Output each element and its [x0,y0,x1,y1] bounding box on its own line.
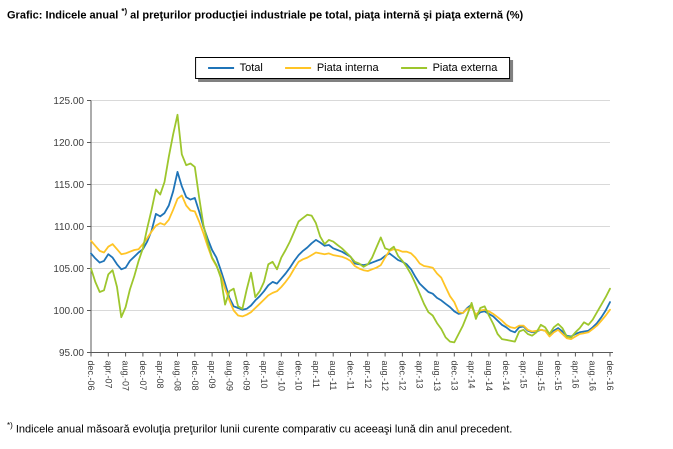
legend-swatch-total [207,67,234,69]
x-tick-label: aug.-09 [224,361,234,392]
x-tick-label: apr.-13 [415,361,425,389]
footnote: *) Indicele anual măsoară evoluţia preţu… [7,419,669,437]
legend-swatch-piata-interna [284,67,311,69]
x-tick-label: dec.-10 [294,361,304,391]
x-tick-label: aug.-15 [536,361,546,392]
x-tick-label: aug.-08 [173,361,183,392]
y-tick-label: 115.00 [54,180,84,191]
y-tick-label: 120.00 [53,138,84,149]
chart-title-prefix: Grafic: Indicele anual [7,9,119,22]
x-tick-label: dec.-12 [397,361,407,391]
y-tick-label: 100.00 [53,306,84,317]
x-tick-label: aug.-07 [121,361,131,392]
x-tick-label: aug.-11 [328,361,338,391]
x-tick-label: dec.-08 [190,361,200,391]
x-tick-label: aug.-13 [432,361,442,392]
x-tick-label: dec.-07 [138,361,148,391]
x-tick-label: apr.-08 [155,361,165,389]
series-line-piata-externa [90,113,611,344]
legend-item-total: Total [207,62,263,74]
legend: Total Piata interna Piata externa [194,57,511,79]
x-tick-label: apr.-11 [311,361,321,388]
legend-item-piata-interna: Piata interna [284,62,379,74]
series-line-total [90,170,611,338]
x-tick-label: apr.-15 [519,361,529,389]
x-tick-label: dec.-14 [501,361,511,391]
chart-title: Grafic: Indicele anual *) al preţurilor … [7,5,669,23]
chart-title-suffix: al preţurilor producţiei industriale pe … [130,9,524,22]
x-tick-label: apr.-07 [103,361,113,389]
x-tick-label: dec.-15 [553,361,563,391]
y-tick-label: 95.00 [59,348,84,359]
x-tick-label: dec.-13 [449,361,459,391]
x-tick-label: aug.-16 [588,361,598,392]
legend-label-piata-interna: Piata interna [316,62,379,74]
footnote-text: Indicele anual măsoară evoluţia preţuril… [15,423,513,436]
y-tick-label: 105.00 [53,264,84,275]
footnote-marker: *) [7,421,13,430]
x-tick-label: apr.-10 [259,361,269,389]
legend-swatch-piata-externa [400,67,427,69]
y-tick-label: 110.00 [54,222,84,233]
x-tick-label: aug.-12 [380,361,390,392]
x-tick-label: dec.-09 [242,361,252,391]
x-tick-label: dec.-11 [346,361,356,390]
x-tick-label: dec.-16 [605,361,615,391]
x-tick-label: dec.-06 [86,361,96,391]
legend-label-total: Total [239,62,263,74]
x-tick-label: apr.-16 [570,361,580,389]
x-tick-label: apr.-09 [207,361,217,389]
x-tick-label: apr.-12 [363,361,373,389]
x-tick-label: aug.-14 [484,361,494,392]
legend-item-piata-externa: Piata externa [400,62,498,74]
x-tick-label: apr.-14 [467,361,477,389]
x-tick-label: aug.-10 [276,361,286,392]
legend-label-piata-externa: Piata externa [432,62,498,74]
footnote-marker-title: *) [121,7,128,16]
y-tick-label: 125.00 [53,96,84,107]
series-line-piata-interna [90,194,611,341]
